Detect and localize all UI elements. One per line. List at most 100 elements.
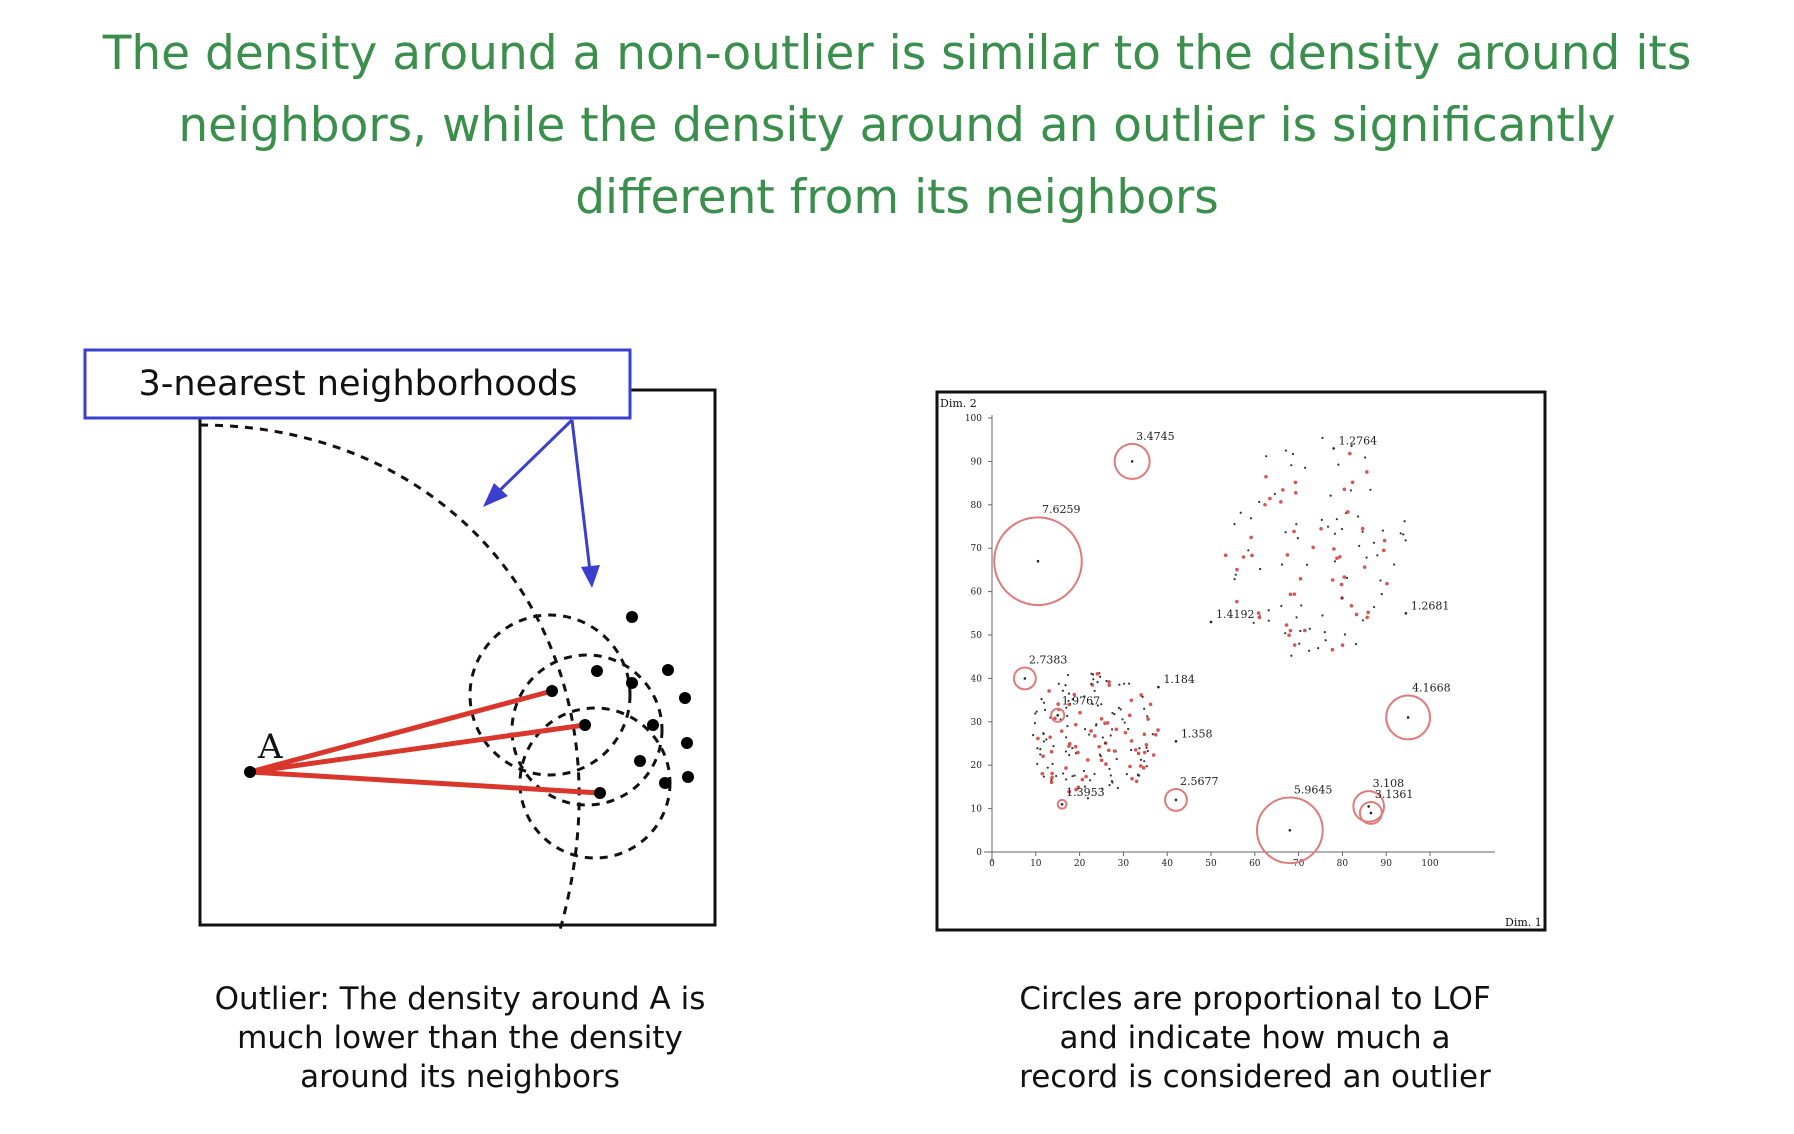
y-tick-label: 0	[976, 848, 982, 858]
record-point	[1321, 436, 1324, 439]
record-point	[1143, 760, 1146, 763]
record-point	[1129, 739, 1134, 743]
record-point	[1066, 724, 1069, 728]
record-point	[1298, 642, 1301, 645]
x-tick-label: 90	[1380, 859, 1392, 869]
record-point	[1308, 627, 1311, 630]
record-point	[1093, 772, 1096, 776]
record-point	[1065, 706, 1068, 709]
record-point	[1115, 757, 1118, 761]
left-caption-line: much lower than the density	[237, 1020, 683, 1056]
record-point	[1350, 444, 1353, 448]
record-point	[1043, 708, 1047, 711]
record-point	[1146, 717, 1150, 721]
record-point	[1109, 774, 1112, 777]
record-point	[1291, 452, 1295, 456]
record-point	[1083, 785, 1087, 788]
left-caption-line: Outlier: The density around A is	[214, 981, 706, 1017]
record-point	[1050, 771, 1054, 776]
record-point	[1263, 502, 1267, 507]
data-point	[244, 766, 256, 778]
lof-circle	[1358, 800, 1383, 825]
record-point	[1042, 740, 1046, 743]
record-point	[1139, 758, 1143, 761]
record-point	[1099, 758, 1104, 763]
y-axis-label: Dim. 2	[940, 397, 977, 410]
record-point	[1042, 732, 1045, 735]
record-point	[1381, 529, 1385, 532]
record-point	[1268, 496, 1272, 501]
outlier-point	[1288, 829, 1292, 832]
record-point	[1121, 718, 1124, 721]
record-point	[1086, 758, 1090, 762]
record-point	[1146, 715, 1149, 718]
record-point	[1265, 455, 1268, 458]
record-point	[1110, 728, 1114, 731]
record-point	[1357, 515, 1360, 518]
record-point	[1320, 518, 1323, 521]
record-point	[1145, 746, 1148, 749]
record-point	[1118, 683, 1121, 686]
record-point	[1288, 592, 1293, 597]
record-point	[1128, 764, 1132, 769]
record-point	[1321, 614, 1324, 617]
outlier-point	[1367, 805, 1370, 808]
record-point	[1385, 581, 1389, 586]
distance-line	[249, 769, 601, 796]
record-point	[1235, 599, 1239, 604]
record-point	[1249, 535, 1253, 540]
outlier-point	[1332, 447, 1335, 450]
record-point	[1066, 714, 1069, 718]
record-point	[1303, 466, 1307, 469]
record-point	[1095, 724, 1098, 727]
record-point	[1125, 773, 1128, 776]
y-tick-label: 10	[971, 805, 983, 815]
record-point	[1141, 695, 1144, 699]
record-point	[1153, 732, 1158, 737]
x-tick-label: 50	[1205, 859, 1217, 869]
outlier-neighborhood-arc	[199, 423, 581, 931]
record-point	[1284, 449, 1288, 452]
record-point	[1339, 582, 1344, 587]
record-point	[1049, 780, 1054, 785]
lof-value-label: 7.6259	[1042, 503, 1081, 516]
record-point	[1404, 539, 1407, 542]
record-point	[1365, 470, 1369, 474]
record-point	[1127, 713, 1132, 718]
record-point	[1366, 610, 1370, 615]
record-point	[1073, 722, 1078, 727]
x-tick-label: 60	[1249, 859, 1261, 869]
record-point	[1095, 672, 1100, 676]
left-caption: Outlier: The density around A is much lo…	[150, 980, 770, 1097]
record-point	[1136, 773, 1140, 776]
record-point	[1042, 775, 1045, 778]
record-point	[1279, 500, 1283, 504]
y-tick-label: 100	[965, 414, 982, 424]
x-tick-label: 20	[1074, 859, 1086, 869]
record-point	[1372, 605, 1376, 609]
right-caption-line: and indicate how much a	[1059, 1020, 1451, 1056]
record-point	[1146, 749, 1149, 753]
record-point	[1047, 689, 1051, 693]
record-point	[1335, 518, 1338, 521]
record-point	[1329, 494, 1332, 497]
record-point	[1067, 744, 1071, 748]
lof-value-label: 3.1361	[1375, 788, 1414, 801]
outlier-point	[1056, 713, 1059, 717]
record-point	[1092, 678, 1095, 681]
record-point	[1235, 567, 1239, 572]
record-point	[1143, 707, 1146, 710]
record-point	[1369, 488, 1372, 491]
y-tick-label: 70	[971, 544, 983, 554]
record-point	[1061, 772, 1065, 775]
record-point	[1379, 579, 1382, 582]
outlier-point	[1174, 798, 1178, 802]
record-point	[1049, 749, 1054, 754]
right-caption: Circles are proportional to LOF and indi…	[945, 980, 1565, 1097]
record-point	[1233, 578, 1236, 581]
right-caption-line: record is considered an outlier	[1019, 1059, 1491, 1095]
record-point	[1098, 753, 1101, 756]
record-point	[1101, 736, 1104, 739]
record-point	[1337, 463, 1340, 466]
record-point	[1303, 628, 1307, 633]
